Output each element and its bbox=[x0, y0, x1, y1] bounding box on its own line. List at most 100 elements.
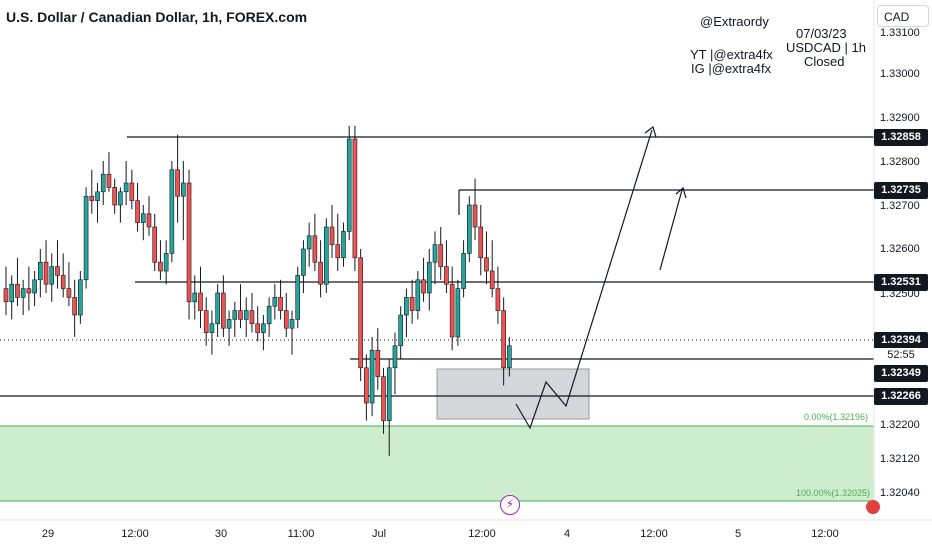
candle-bull[interactable] bbox=[341, 231, 346, 259]
price-tag-level-5[interactable]: 1.32266 bbox=[874, 388, 928, 405]
candle-bull[interactable] bbox=[49, 266, 55, 285]
candle-bull[interactable] bbox=[507, 345, 512, 369]
candle-bull[interactable] bbox=[226, 319, 232, 329]
candle-bull[interactable] bbox=[192, 292, 198, 303]
candle-bull[interactable] bbox=[455, 288, 461, 338]
candle-bull[interactable] bbox=[95, 191, 100, 201]
candle-bear[interactable] bbox=[26, 288, 32, 294]
candle-bull[interactable] bbox=[392, 345, 398, 369]
currency-button[interactable]: CAD bbox=[877, 5, 929, 27]
candle-bear[interactable] bbox=[203, 310, 209, 333]
candle-bull[interactable] bbox=[209, 323, 215, 333]
candle-bull[interactable] bbox=[369, 349, 375, 404]
candle-bear[interactable] bbox=[249, 310, 255, 325]
candle-bear[interactable] bbox=[186, 182, 192, 303]
candle-bear[interactable] bbox=[409, 297, 415, 311]
candle-bull[interactable] bbox=[9, 283, 15, 303]
candle-bear[interactable] bbox=[489, 270, 495, 289]
demand-zone-box[interactable] bbox=[436, 368, 590, 420]
candle-bear[interactable] bbox=[329, 226, 335, 245]
candle-bear[interactable] bbox=[335, 244, 341, 259]
candle-bull[interactable] bbox=[169, 169, 175, 254]
candle-bear[interactable] bbox=[444, 266, 449, 285]
candle-bear[interactable] bbox=[152, 226, 158, 263]
candle-bull[interactable] bbox=[306, 235, 312, 250]
candle-bear[interactable] bbox=[3, 288, 9, 303]
candle-bull[interactable] bbox=[118, 191, 123, 206]
candle-bear[interactable] bbox=[66, 288, 72, 298]
candle-bear[interactable] bbox=[312, 235, 318, 263]
projection-arrow-2[interactable] bbox=[659, 189, 683, 271]
candle-bear[interactable] bbox=[255, 323, 260, 333]
candle-bear[interactable] bbox=[358, 257, 363, 369]
candle-bear[interactable] bbox=[198, 292, 203, 311]
candle-bull[interactable] bbox=[83, 195, 89, 281]
candle-bull[interactable] bbox=[100, 173, 106, 193]
candle-bull[interactable] bbox=[243, 310, 249, 320]
candle-bear[interactable] bbox=[438, 244, 444, 267]
fib-zone[interactable] bbox=[0, 426, 874, 501]
candle-bull[interactable] bbox=[301, 248, 306, 276]
candle-bear[interactable] bbox=[283, 310, 289, 329]
annotation-symbol-tf[interactable]: USDCAD | 1h bbox=[786, 40, 866, 55]
candle-bull[interactable] bbox=[398, 314, 403, 347]
candle-bear[interactable] bbox=[318, 261, 323, 285]
annotation-ig[interactable]: IG |@extra4fx bbox=[691, 61, 772, 76]
candle-bull[interactable] bbox=[467, 204, 472, 254]
candle-bear[interactable] bbox=[221, 292, 226, 329]
candle-bear[interactable] bbox=[472, 204, 478, 228]
annotation-status[interactable]: Closed bbox=[804, 54, 845, 69]
candle-bull[interactable] bbox=[232, 310, 238, 320]
candle-bear[interactable] bbox=[278, 297, 283, 311]
globe-icon[interactable] bbox=[866, 500, 880, 514]
candle-bear[interactable] bbox=[352, 138, 358, 259]
candle-bull[interactable] bbox=[261, 323, 266, 333]
candle-bull[interactable] bbox=[404, 297, 409, 316]
candle-bear[interactable] bbox=[158, 261, 163, 272]
candle-bear[interactable] bbox=[129, 182, 135, 201]
lightning-icon[interactable]: ⚡ bbox=[500, 495, 520, 515]
candle-bear[interactable] bbox=[15, 283, 20, 298]
candle-bull[interactable] bbox=[324, 226, 329, 285]
candle-bull[interactable] bbox=[289, 319, 295, 329]
annotation-handle[interactable]: @Extraordy bbox=[700, 14, 769, 29]
candle-bear[interactable] bbox=[106, 173, 112, 188]
candle-bear[interactable] bbox=[478, 226, 484, 259]
price-tag-level-2[interactable]: 1.32735 bbox=[874, 182, 928, 199]
candle-bull[interactable] bbox=[140, 213, 146, 223]
candle-bear[interactable] bbox=[135, 200, 140, 223]
candle-bear[interactable] bbox=[238, 310, 243, 320]
candle-bear[interactable] bbox=[43, 261, 49, 285]
candle-bear[interactable] bbox=[60, 275, 66, 289]
candle-bull[interactable] bbox=[386, 367, 392, 421]
candle-bear[interactable] bbox=[375, 349, 381, 377]
candle-bull[interactable] bbox=[123, 182, 129, 193]
candle-bull[interactable] bbox=[38, 261, 43, 281]
candle-bear[interactable] bbox=[146, 213, 152, 228]
price-tag-level-3[interactable]: 1.32531 bbox=[874, 274, 928, 291]
candle-bear[interactable] bbox=[501, 310, 506, 369]
candle-bear[interactable] bbox=[421, 279, 426, 294]
price-tag-current[interactable]: 1.32394 bbox=[874, 332, 928, 349]
candle-bull[interactable] bbox=[272, 297, 278, 307]
candle-bull[interactable] bbox=[432, 244, 438, 263]
candle-bull[interactable] bbox=[215, 292, 220, 325]
candle-bull[interactable] bbox=[461, 253, 466, 289]
annotation-date[interactable]: 07/03/23 bbox=[796, 26, 847, 41]
candle-bull[interactable] bbox=[346, 138, 352, 232]
candle-bear[interactable] bbox=[495, 288, 501, 311]
candle-bear[interactable] bbox=[449, 283, 455, 338]
annotation-yt[interactable]: YT |@extra4fx bbox=[690, 47, 773, 62]
candle-bull[interactable] bbox=[32, 279, 37, 294]
candle-bull[interactable] bbox=[163, 253, 169, 272]
candle-bull[interactable] bbox=[426, 261, 432, 294]
candle-bull[interactable] bbox=[295, 275, 301, 320]
price-tag-level-1[interactable]: 1.32858 bbox=[874, 129, 928, 146]
projection-path[interactable] bbox=[515, 129, 653, 430]
candle-bear[interactable] bbox=[55, 266, 60, 276]
candle-bull[interactable] bbox=[415, 279, 421, 311]
candle-bear[interactable] bbox=[484, 257, 489, 272]
candle-bull[interactable] bbox=[181, 182, 186, 197]
candle-bear[interactable] bbox=[364, 367, 369, 404]
